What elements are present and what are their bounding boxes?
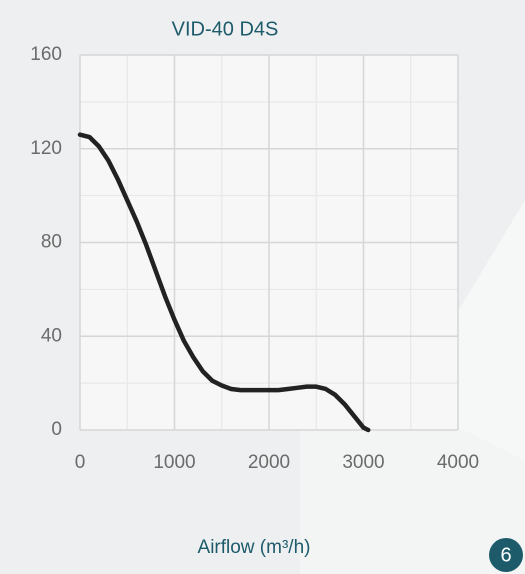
y-tick-label: 160	[30, 44, 62, 65]
y-tick-label: 120	[30, 138, 62, 159]
y-tick-label: 80	[41, 232, 62, 253]
x-tick-label: 2000	[248, 452, 290, 473]
y-tick-label: 0	[51, 419, 62, 440]
line	[77, 132, 371, 433]
chart-title: VID-40 D4S	[172, 18, 279, 40]
x-tick-label: 3000	[342, 452, 384, 473]
x-axis-label: Airflow (m³/h)	[198, 537, 311, 558]
x-tick-label: 1000	[153, 452, 195, 473]
x-tick-label: 4000	[437, 452, 479, 473]
badge	[489, 538, 523, 572]
badge-label: 6	[500, 544, 511, 566]
y-tick-label: 40	[41, 325, 62, 346]
x-tick-label: 0	[75, 452, 86, 473]
